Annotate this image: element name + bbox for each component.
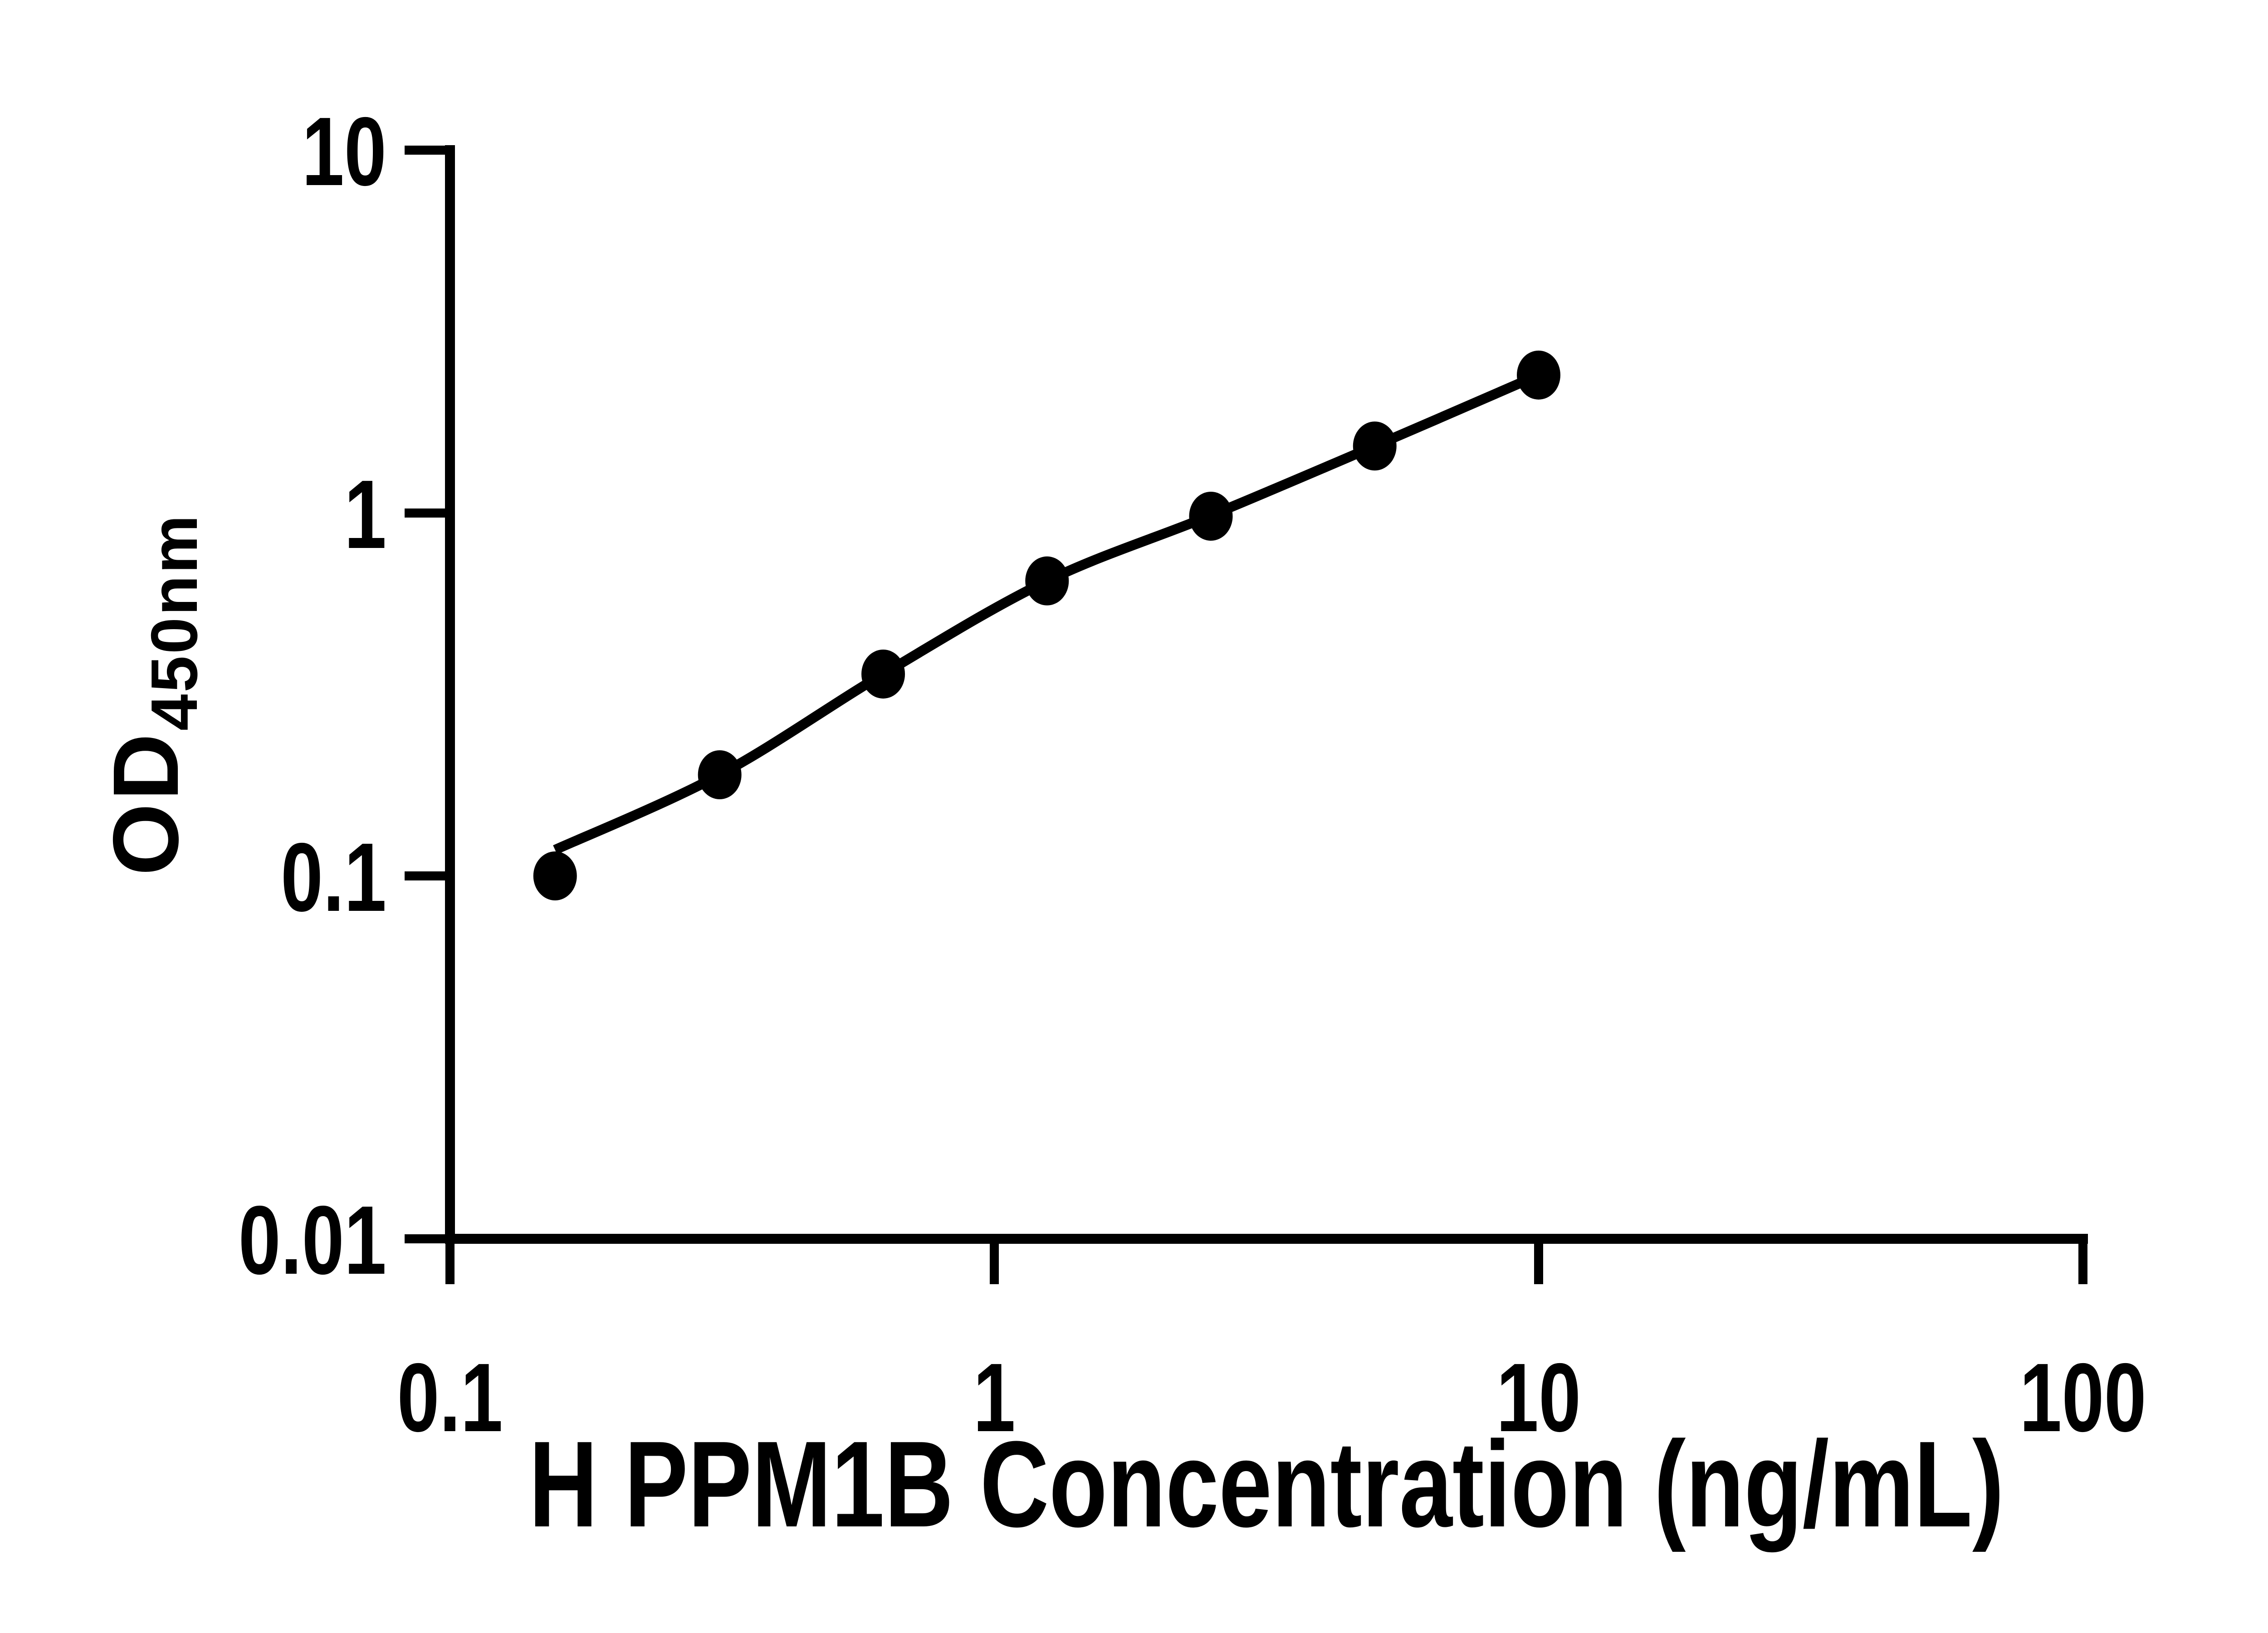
x-tick-label: 10 xyxy=(1496,1343,1581,1452)
data-point xyxy=(1353,421,1397,471)
x-axis-title: H PPM1B Concentration (ng/mL) xyxy=(529,1416,2004,1553)
x-tick-label: 100 xyxy=(2019,1343,2146,1452)
x-axis-tick-labels: 0.1 1 10 100 xyxy=(397,1343,2146,1452)
y-axis-title: OD450nm xyxy=(94,513,211,876)
x-tick-label: 1 xyxy=(973,1343,1015,1452)
y-tick-label: 10 xyxy=(302,97,386,206)
data-point xyxy=(1517,350,1560,400)
y-axis-title-subscript: 450nm xyxy=(137,513,211,731)
data-point xyxy=(1025,556,1069,606)
data-point xyxy=(1189,492,1233,541)
y-tick-label: 0.01 xyxy=(239,1185,386,1295)
y-axis-tick-labels: 0.01 0.1 1 10 xyxy=(239,97,386,1295)
data-points xyxy=(533,350,1560,900)
data-point xyxy=(533,851,577,900)
y-axis-ticks xyxy=(405,146,450,1243)
x-tick-label: 0.1 xyxy=(397,1343,503,1452)
y-tick-label: 0.1 xyxy=(281,822,386,932)
data-point xyxy=(861,649,905,699)
y-tick-label: 1 xyxy=(344,460,386,569)
y-axis-title-main: OD xyxy=(94,731,198,876)
data-point xyxy=(698,750,742,799)
x-axis-ticks xyxy=(445,1239,2087,1284)
